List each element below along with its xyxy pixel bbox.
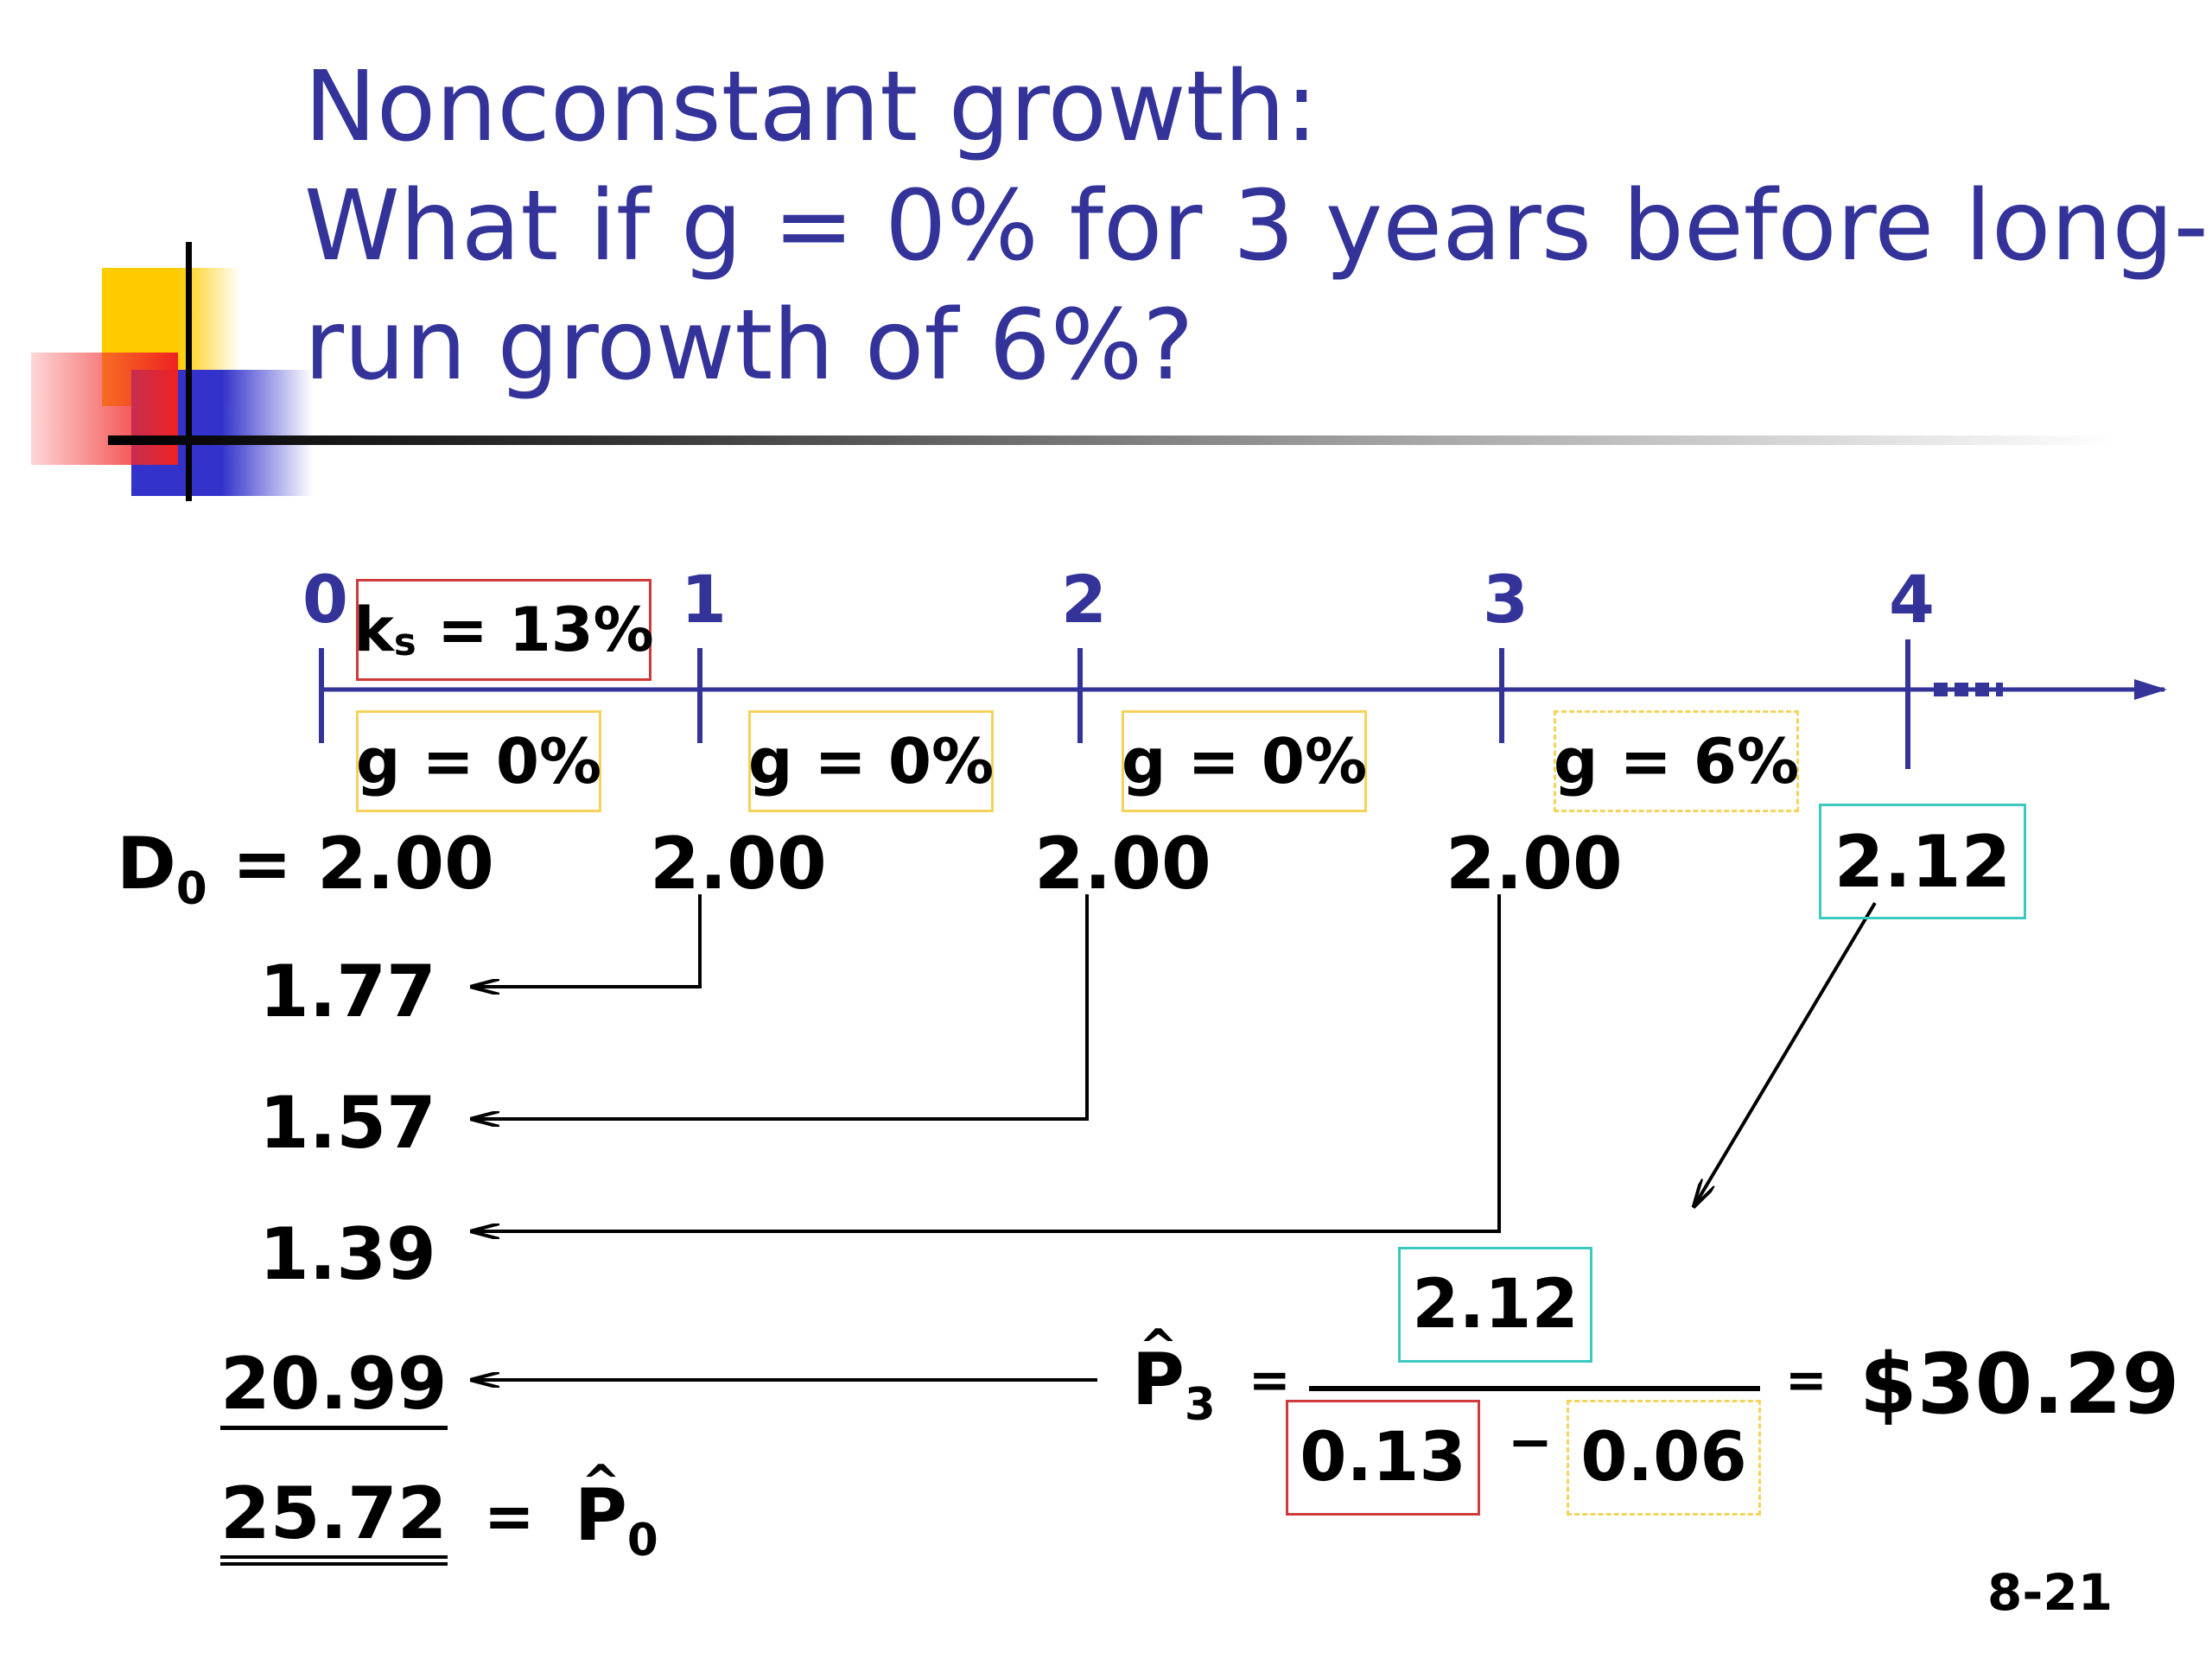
denominator-g-value: 0.06	[1580, 1419, 1747, 1497]
p3-hat: P	[1132, 1324, 1185, 1415]
growth-box-1: g = 0%	[356, 710, 601, 812]
arrow-pv-1	[471, 894, 702, 987]
arrow-pv-3	[471, 894, 1501, 1231]
title-line-1: Nonconstant growth:	[304, 51, 1319, 163]
rate-sub: s	[393, 621, 416, 665]
denominator-ks-box: 0.13	[1286, 1400, 1480, 1516]
pv-terminal-value: 20.99	[220, 1342, 448, 1430]
title-line-2: What if g = 0% for 3 years before long-	[304, 170, 2209, 283]
pv-terminal: 20.99	[220, 1342, 448, 1430]
formula-equals-2: =	[1785, 1351, 1827, 1409]
p0-symbol: P0	[575, 1459, 658, 1562]
dividend-4: 2.12	[1834, 819, 2012, 904]
arrow-pv-2	[471, 894, 1089, 1119]
formula-equals-1: =	[1249, 1351, 1291, 1409]
period-3-label: 3	[1483, 561, 1529, 638]
formula-minus: −	[1508, 1410, 1553, 1473]
timeline-axis	[319, 639, 2167, 769]
vertical-line	[186, 242, 192, 501]
pv-3: 1.39	[259, 1212, 436, 1296]
period-1-label: 1	[681, 561, 727, 638]
d0-value: D0 = 2.00	[117, 828, 494, 912]
title-line-3: run growth of 6%?	[304, 289, 1194, 402]
rate-k: k	[353, 594, 394, 665]
discount-arrows	[471, 894, 1877, 1380]
dividend-1: 2.00	[650, 822, 827, 906]
growth-box-4: g = 6%	[1554, 710, 1799, 812]
red-square	[31, 353, 178, 465]
dividend-3: 2.00	[1446, 822, 1623, 906]
rate-value: = 13%	[416, 594, 654, 665]
p3-result: $30.29	[1859, 1336, 2180, 1433]
title-underline	[108, 435, 2117, 445]
d0-sub: 0	[175, 863, 207, 915]
denominator-ks-value: 0.13	[1300, 1419, 1466, 1497]
arrow-d4-to-formula	[1694, 901, 1877, 1207]
period-0-label: 0	[302, 561, 348, 638]
d0-label: D	[117, 822, 176, 906]
growth-box-2: g = 0%	[748, 710, 994, 812]
dividend-4-box: 2.12	[1819, 804, 2026, 919]
slide-title: Nonconstant growth: What if g = 0% for 3…	[304, 48, 2209, 405]
numerator-value: 2.12	[1412, 1266, 1579, 1344]
numerator-box: 2.12	[1398, 1247, 1592, 1363]
d0-amount: = 2.00	[207, 822, 494, 906]
pv-1: 1.77	[259, 950, 436, 1033]
growth-box-3: g = 0%	[1122, 710, 1367, 812]
p0-sub: 0	[626, 1515, 658, 1567]
total-value: 25.72	[220, 1471, 448, 1566]
total-amount: 25.72	[220, 1471, 448, 1566]
period-2-label: 2	[1061, 561, 1107, 638]
p0-hat: P	[575, 1459, 627, 1551]
denominator-g-box: 0.06	[1567, 1400, 1761, 1516]
p3-symbol: P3	[1132, 1324, 1216, 1427]
timeline-arrowhead	[2134, 679, 2167, 700]
slide-number: 8-21	[1987, 1563, 2113, 1622]
dividend-2: 2.00	[1034, 822, 1211, 906]
decorative-logo	[26, 242, 320, 518]
total-equals: =	[484, 1481, 535, 1552]
p3-sub: 3	[1184, 1379, 1216, 1431]
pv-2: 1.57	[259, 1081, 436, 1165]
period-4-label: 4	[1889, 561, 1935, 638]
